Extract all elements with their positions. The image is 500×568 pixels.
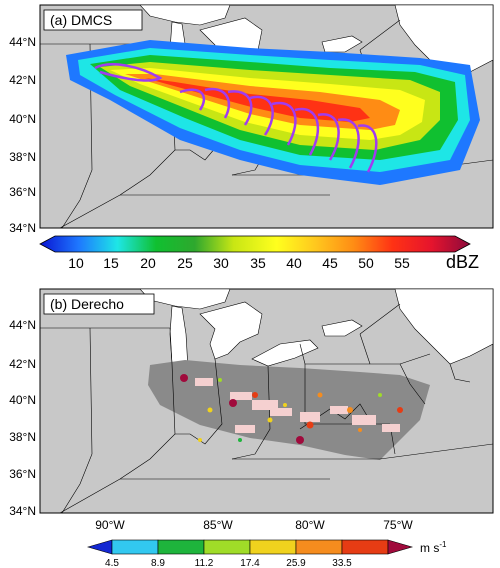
lat-labels-a: 44°N 42°N 40°N 38°N 36°N 34°N	[9, 35, 36, 235]
colorbar-b-seg	[341, 539, 389, 555]
colorbar-b-seg	[295, 539, 343, 555]
colorbar-a-tick: 20	[140, 255, 156, 271]
panel-a-map: 44°N 42°N 40°N 38°N 36°N 34°N (a) DMCS	[9, 4, 494, 235]
lat-label: 40°N	[9, 393, 36, 407]
colorbar-a-tick: 15	[103, 255, 119, 271]
lat-label: 38°N	[9, 150, 36, 164]
colorbar-b-unit: m s-1	[420, 540, 447, 555]
colorbar-b-tri-right	[387, 539, 414, 555]
panel-a-title-box	[43, 9, 143, 31]
colorbar-a-tick: 45	[322, 255, 338, 271]
lon-label: 90°W	[95, 518, 125, 532]
colorbar-a-tick: 50	[358, 255, 374, 271]
colorbar-a-tick: 55	[394, 255, 410, 271]
colorbar-b-tick: 17.4	[240, 558, 260, 568]
lat-label: 40°N	[9, 112, 36, 126]
lat-label: 44°N	[9, 318, 36, 332]
colorbar-b-tick: 33.5	[332, 558, 352, 568]
wind-reports	[180, 374, 403, 444]
panel-b-title-box	[43, 293, 155, 315]
panel-a-title: (a) DMCS	[50, 12, 112, 28]
colorbar-a-unit: dBZ	[446, 252, 479, 272]
lat-label: 34°N	[9, 504, 36, 518]
colorbar-a-tick: 25	[177, 255, 193, 271]
lat-label: 44°N	[9, 35, 36, 49]
colorbar-b-seg	[249, 539, 297, 555]
colorbar-a-bar	[39, 235, 471, 253]
lat-labels-b: 44°N 42°N 40°N 38°N 36°N 34°N	[9, 318, 36, 518]
colorbar-a-tick: 35	[250, 255, 266, 271]
lat-label: 36°N	[9, 467, 36, 481]
colorbar-b-seg	[157, 539, 205, 555]
colorbar-b-seg	[111, 539, 159, 555]
great-lakes-b	[139, 289, 493, 380]
colorbar-a-tick: 40	[286, 255, 302, 271]
panel-b-map: 44°N 42°N 40°N 38°N 36°N 34°N 90°W 85°W …	[9, 288, 494, 532]
hail-patches	[195, 378, 400, 433]
lon-label: 75°W	[383, 518, 413, 532]
lon-label: 80°W	[295, 518, 325, 532]
lat-label: 36°N	[9, 185, 36, 199]
colorbar-b-tick: 25.9	[286, 558, 306, 568]
lat-label: 42°N	[9, 357, 36, 371]
colorbar-a-tick: 10	[68, 255, 84, 271]
lon-labels-b: 90°W 85°W 80°W 75°W	[95, 518, 413, 532]
lat-label: 42°N	[9, 73, 36, 87]
colorbar-a-tick: 30	[213, 255, 229, 271]
colorbar-b-tri-left	[86, 539, 113, 555]
lat-label: 38°N	[9, 430, 36, 444]
purple-contours	[94, 63, 378, 173]
colorbar-a: 10 15 20 25 30 35 40 45 50 55 dBZ	[39, 235, 479, 272]
panel-b-title: (b) Derecho	[50, 296, 124, 312]
colorbar-b-tick: 4.5	[105, 558, 119, 568]
colorbar-b: 4.5 8.9 11.2 17.4 25.9 33.5 m s-1	[86, 539, 447, 568]
colorbar-b-tick: 8.9	[151, 558, 165, 568]
colorbar-b-seg	[203, 539, 251, 555]
lon-label: 85°W	[203, 518, 233, 532]
colorbar-b-tick: 11.2	[195, 558, 214, 568]
lat-label: 34°N	[9, 221, 36, 235]
